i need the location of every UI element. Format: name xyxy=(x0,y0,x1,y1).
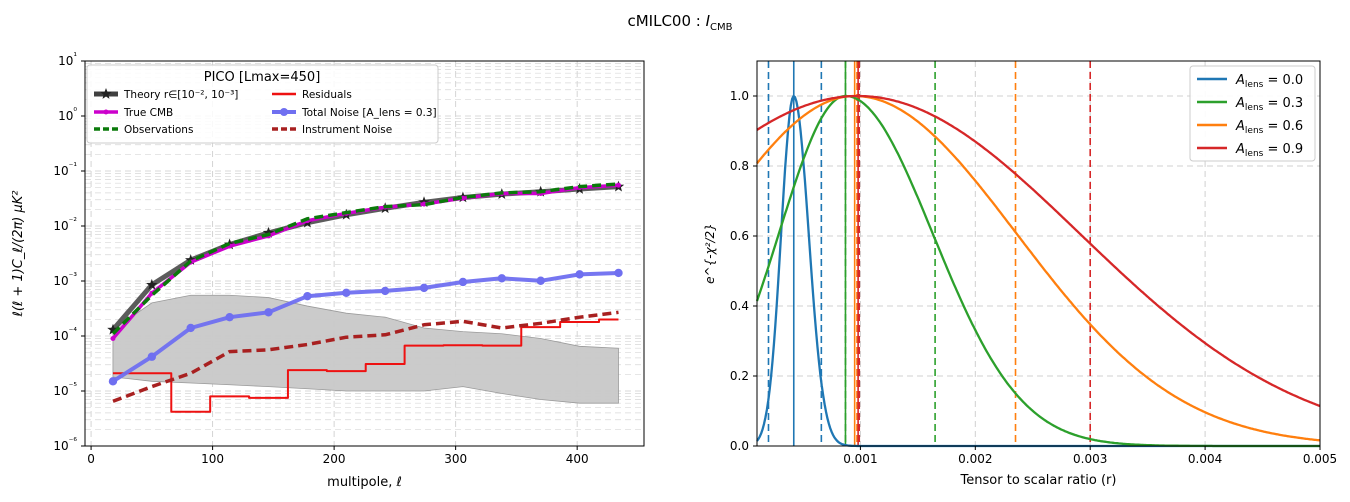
data-point xyxy=(614,268,623,278)
legend-label: Theory r∈[10⁻², 10⁻³] xyxy=(123,89,238,101)
legend-marker xyxy=(280,108,288,116)
legend-entry: True CMB xyxy=(94,107,173,119)
y-tick-label: 10⁻⁵ xyxy=(53,382,77,398)
y-tick-label: 1.0 xyxy=(730,89,749,103)
y-axis-label: e^{-χ²/2} xyxy=(703,223,717,284)
data-point xyxy=(108,377,118,386)
legend-marker xyxy=(100,88,112,99)
series-line xyxy=(111,182,619,335)
x-tick-label: 0.005 xyxy=(1303,452,1337,466)
data-point xyxy=(419,283,429,293)
data-point xyxy=(575,270,584,279)
y-axis-label: ℓ(ℓ + 1)C_ℓ/(2π) μK² xyxy=(11,190,26,317)
uncertainty-band xyxy=(112,294,619,404)
likelihood-series-3 xyxy=(857,61,1092,446)
legend-title: PICO [Lmax=450] xyxy=(204,70,321,85)
data-point-star xyxy=(146,278,158,290)
data-point xyxy=(536,276,545,285)
x-tick-label: 400 xyxy=(566,452,589,466)
data-point-star xyxy=(185,254,197,265)
y-tick-label: 10⁻³ xyxy=(53,272,77,288)
legend-entry: Total Noise [A_lens = 0.3] xyxy=(272,107,437,119)
left-axes-frame xyxy=(84,60,645,447)
legend-frame xyxy=(1189,65,1316,162)
legend-label: True CMB xyxy=(123,107,173,119)
data-point xyxy=(264,308,273,317)
data-point-star xyxy=(107,323,119,335)
legend-label: Alens = 0.6 xyxy=(1235,119,1303,136)
y-tick-label: 10⁻⁶ xyxy=(53,437,77,453)
y-tick-label: 0.0 xyxy=(730,439,749,453)
legend-label: Alens = 0.3 xyxy=(1235,96,1303,113)
series-5 xyxy=(112,310,619,403)
legend-label: Residuals xyxy=(302,89,352,101)
likelihood-series-1 xyxy=(844,61,936,446)
data-point xyxy=(342,288,351,298)
data-point-star xyxy=(262,226,275,238)
data-point xyxy=(380,286,390,296)
x-tick-label: 300 xyxy=(444,452,467,466)
data-point xyxy=(147,352,157,361)
legend-entry: Alens = 0.9 xyxy=(1197,142,1303,159)
likelihood-series-2 xyxy=(853,61,1017,446)
data-point xyxy=(186,323,195,333)
data-point xyxy=(458,277,468,287)
x-tick-label: 0.002 xyxy=(958,452,992,466)
legend-entry: Observations xyxy=(94,124,193,136)
likelihood-curve-3 xyxy=(756,94,1321,408)
x-tick-label: 100 xyxy=(201,452,224,466)
series-4 xyxy=(108,268,623,386)
x-tick-label: 0.004 xyxy=(1188,452,1222,466)
legend-entry: Alens = 0.0 xyxy=(1197,73,1303,90)
y-tick-label: 10¹ xyxy=(58,52,77,68)
legend-marker xyxy=(103,109,109,115)
legend-label: Instrument Noise xyxy=(302,124,392,136)
right-plot: 0.001 0.002 0.003 0.004 0.005 0.0 0.2 0.4 0.6 0.8… xyxy=(703,60,1337,488)
y-tick-label: 0.4 xyxy=(730,299,749,313)
left-legend: PICO [Lmax=450] Theory r∈[10⁻², 10⁻³] True… xyxy=(86,64,439,144)
y-tick-label: 10⁰ xyxy=(58,107,77,123)
y-tick-label: 10⁻⁴ xyxy=(53,327,77,343)
series-3 xyxy=(112,318,619,413)
data-point xyxy=(110,336,116,342)
x-tick-label: 200 xyxy=(323,452,346,466)
data-point xyxy=(615,182,621,188)
legend-label: Alens = 0.9 xyxy=(1235,142,1303,159)
series-line xyxy=(112,318,619,413)
legend-entry: Theory r∈[10⁻², 10⁻³] xyxy=(94,88,238,101)
right-axes-frame xyxy=(756,60,1321,447)
legend-entry: Residuals xyxy=(272,89,352,101)
y-tick-label: 0.6 xyxy=(730,229,749,243)
data-point xyxy=(225,312,234,322)
y-tick-label: 0.8 xyxy=(730,159,749,173)
data-point xyxy=(303,291,312,301)
y-tick-label: 10⁻² xyxy=(53,217,77,233)
legend-label: Total Noise [A_lens = 0.3] xyxy=(301,107,437,119)
legend-entry: Alens = 0.3 xyxy=(1197,96,1303,113)
x-tick-label: 0.003 xyxy=(1073,452,1107,466)
legend-label: Observations xyxy=(124,124,193,136)
series-line xyxy=(112,310,619,403)
x-tick-label: 0 xyxy=(87,452,95,466)
figure-title: cMILC00 : ICMB xyxy=(627,12,732,33)
x-axis-label: Tensor to scalar ratio (r) xyxy=(960,473,1117,488)
left-plot: 0 100 200 300 400 10⁻⁶ 10⁻⁵ 10⁻⁴ 10⁻³ 10⁻² 10⁻¹ 10⁰… xyxy=(11,52,645,490)
legend-label: Alens = 0.0 xyxy=(1235,73,1303,90)
x-tick-label: 0.001 xyxy=(843,452,877,466)
series-2 xyxy=(111,182,619,335)
legend-frame xyxy=(86,64,439,144)
y-tick-label: 10⁻¹ xyxy=(53,162,77,178)
y-tick-label: 0.2 xyxy=(730,369,749,383)
legend-entry: Alens = 0.6 xyxy=(1197,119,1303,136)
x-axis-label: multipole, ℓ xyxy=(327,475,402,490)
data-point xyxy=(497,274,507,283)
right-legend: Alens = 0.0 Alens = 0.3 Alens = 0.6 Alens =… xyxy=(1189,65,1316,162)
legend-entry: Instrument Noise xyxy=(272,124,392,136)
series-line xyxy=(111,271,619,383)
